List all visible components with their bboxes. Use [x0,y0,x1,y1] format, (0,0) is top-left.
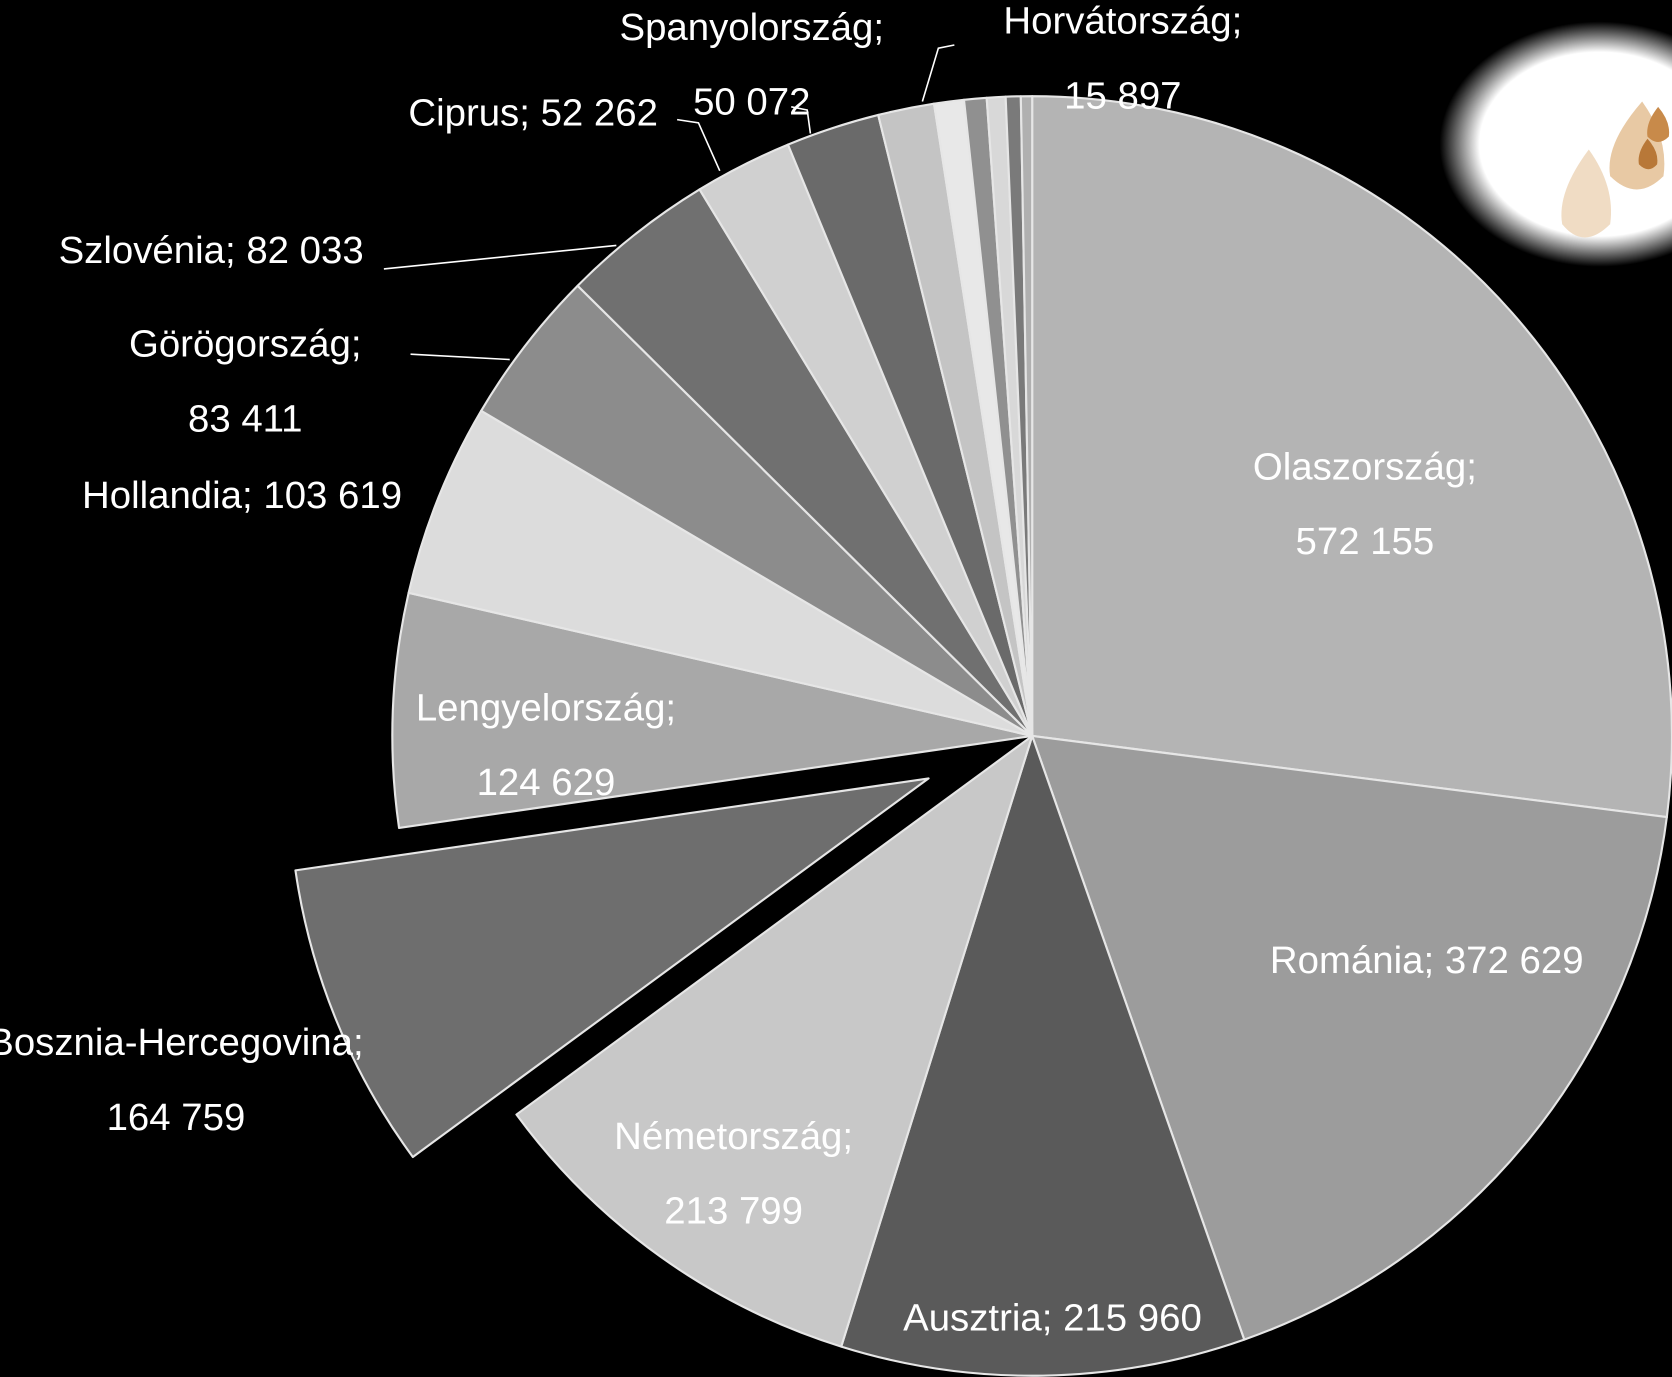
label-separator: ; [665,687,676,730]
pie-slice [407,409,1034,738]
label-value: 52 262 [541,91,658,134]
label-value: 103 619 [263,474,402,517]
label-separator: ; [225,229,236,272]
leader-line [921,44,955,102]
label-separator: ; [1042,1296,1053,1339]
label-category: Ausztria [903,1296,1042,1339]
label-category: Bosznia-Hercegovina [0,1021,354,1064]
glow [1439,21,1672,267]
label-category: Horvátország [1003,0,1231,43]
data-label: Bosznia-Hercegovina; 164 759 [0,1021,364,1139]
leader-line [383,244,617,270]
data-label: Ciprus; 52 262 [408,91,658,134]
label-separator: ; [1466,446,1477,489]
data-label: Szlovénia; 82 033 [59,229,364,272]
pie-slice [515,734,1034,1348]
label-category: Olaszország [1253,446,1466,489]
data-label: Spanyolország; 50 072 [619,6,884,124]
label-category: Lengyelország [416,687,666,730]
label-value: 572 155 [1296,520,1435,563]
label-category: Spanyolország [619,6,873,49]
data-label: Románia; 372 629 [1270,939,1584,982]
label-category: Ciprus [408,91,519,134]
decoration [1439,21,1672,267]
label-category: Románia [1270,939,1424,982]
pie-slice [391,591,1034,830]
label-value: 372 629 [1445,939,1584,982]
label-value: 15 897 [1064,74,1181,117]
data-label: Horvátország; 15 897 [1003,0,1242,117]
slices [294,95,1672,1377]
label-separator: ; [519,91,530,134]
pie-slice [1019,95,1034,738]
label-value: 50 072 [693,81,810,124]
data-label: Németország; 213 799 [614,1115,853,1233]
data-label: Lengyelország; 124 629 [416,687,676,805]
label-category: Szlovénia [59,229,226,272]
pie-slice [1031,734,1668,1341]
drop [1561,149,1612,238]
label-separator: ; [1232,0,1243,43]
label-value: 83 411 [188,398,303,441]
label-category: Németország [614,1115,842,1158]
pie-slice [840,734,1246,1377]
data-label: Görögország; 83 411 [129,323,362,441]
label-separator: ; [351,323,362,366]
data-label: Ausztria; 215 960 [903,1296,1202,1339]
leader-line [676,118,721,172]
label-value: 82 033 [246,229,363,272]
label-category: Görögország [129,323,351,366]
label-separator: ; [353,1021,364,1064]
drop [1638,138,1658,170]
data-label: Hollandia; 103 619 [82,474,402,517]
leader-line [410,353,510,361]
label-separator: ; [1424,939,1435,982]
data-label: Olaszország; 572 155 [1253,446,1477,564]
leader-line [791,106,812,134]
drop [1647,106,1670,143]
label-separator: ; [842,1115,853,1158]
label-value: 124 629 [477,761,616,804]
pie-slice [294,777,930,1159]
pie-slice [1031,95,1672,819]
label-value: 215 960 [1063,1296,1202,1339]
label-separator: ; [873,6,884,49]
label-value: 213 799 [664,1190,803,1233]
label-value: 164 759 [107,1096,246,1139]
label-separator: ; [242,474,253,517]
label-category: Hollandia [82,474,243,517]
